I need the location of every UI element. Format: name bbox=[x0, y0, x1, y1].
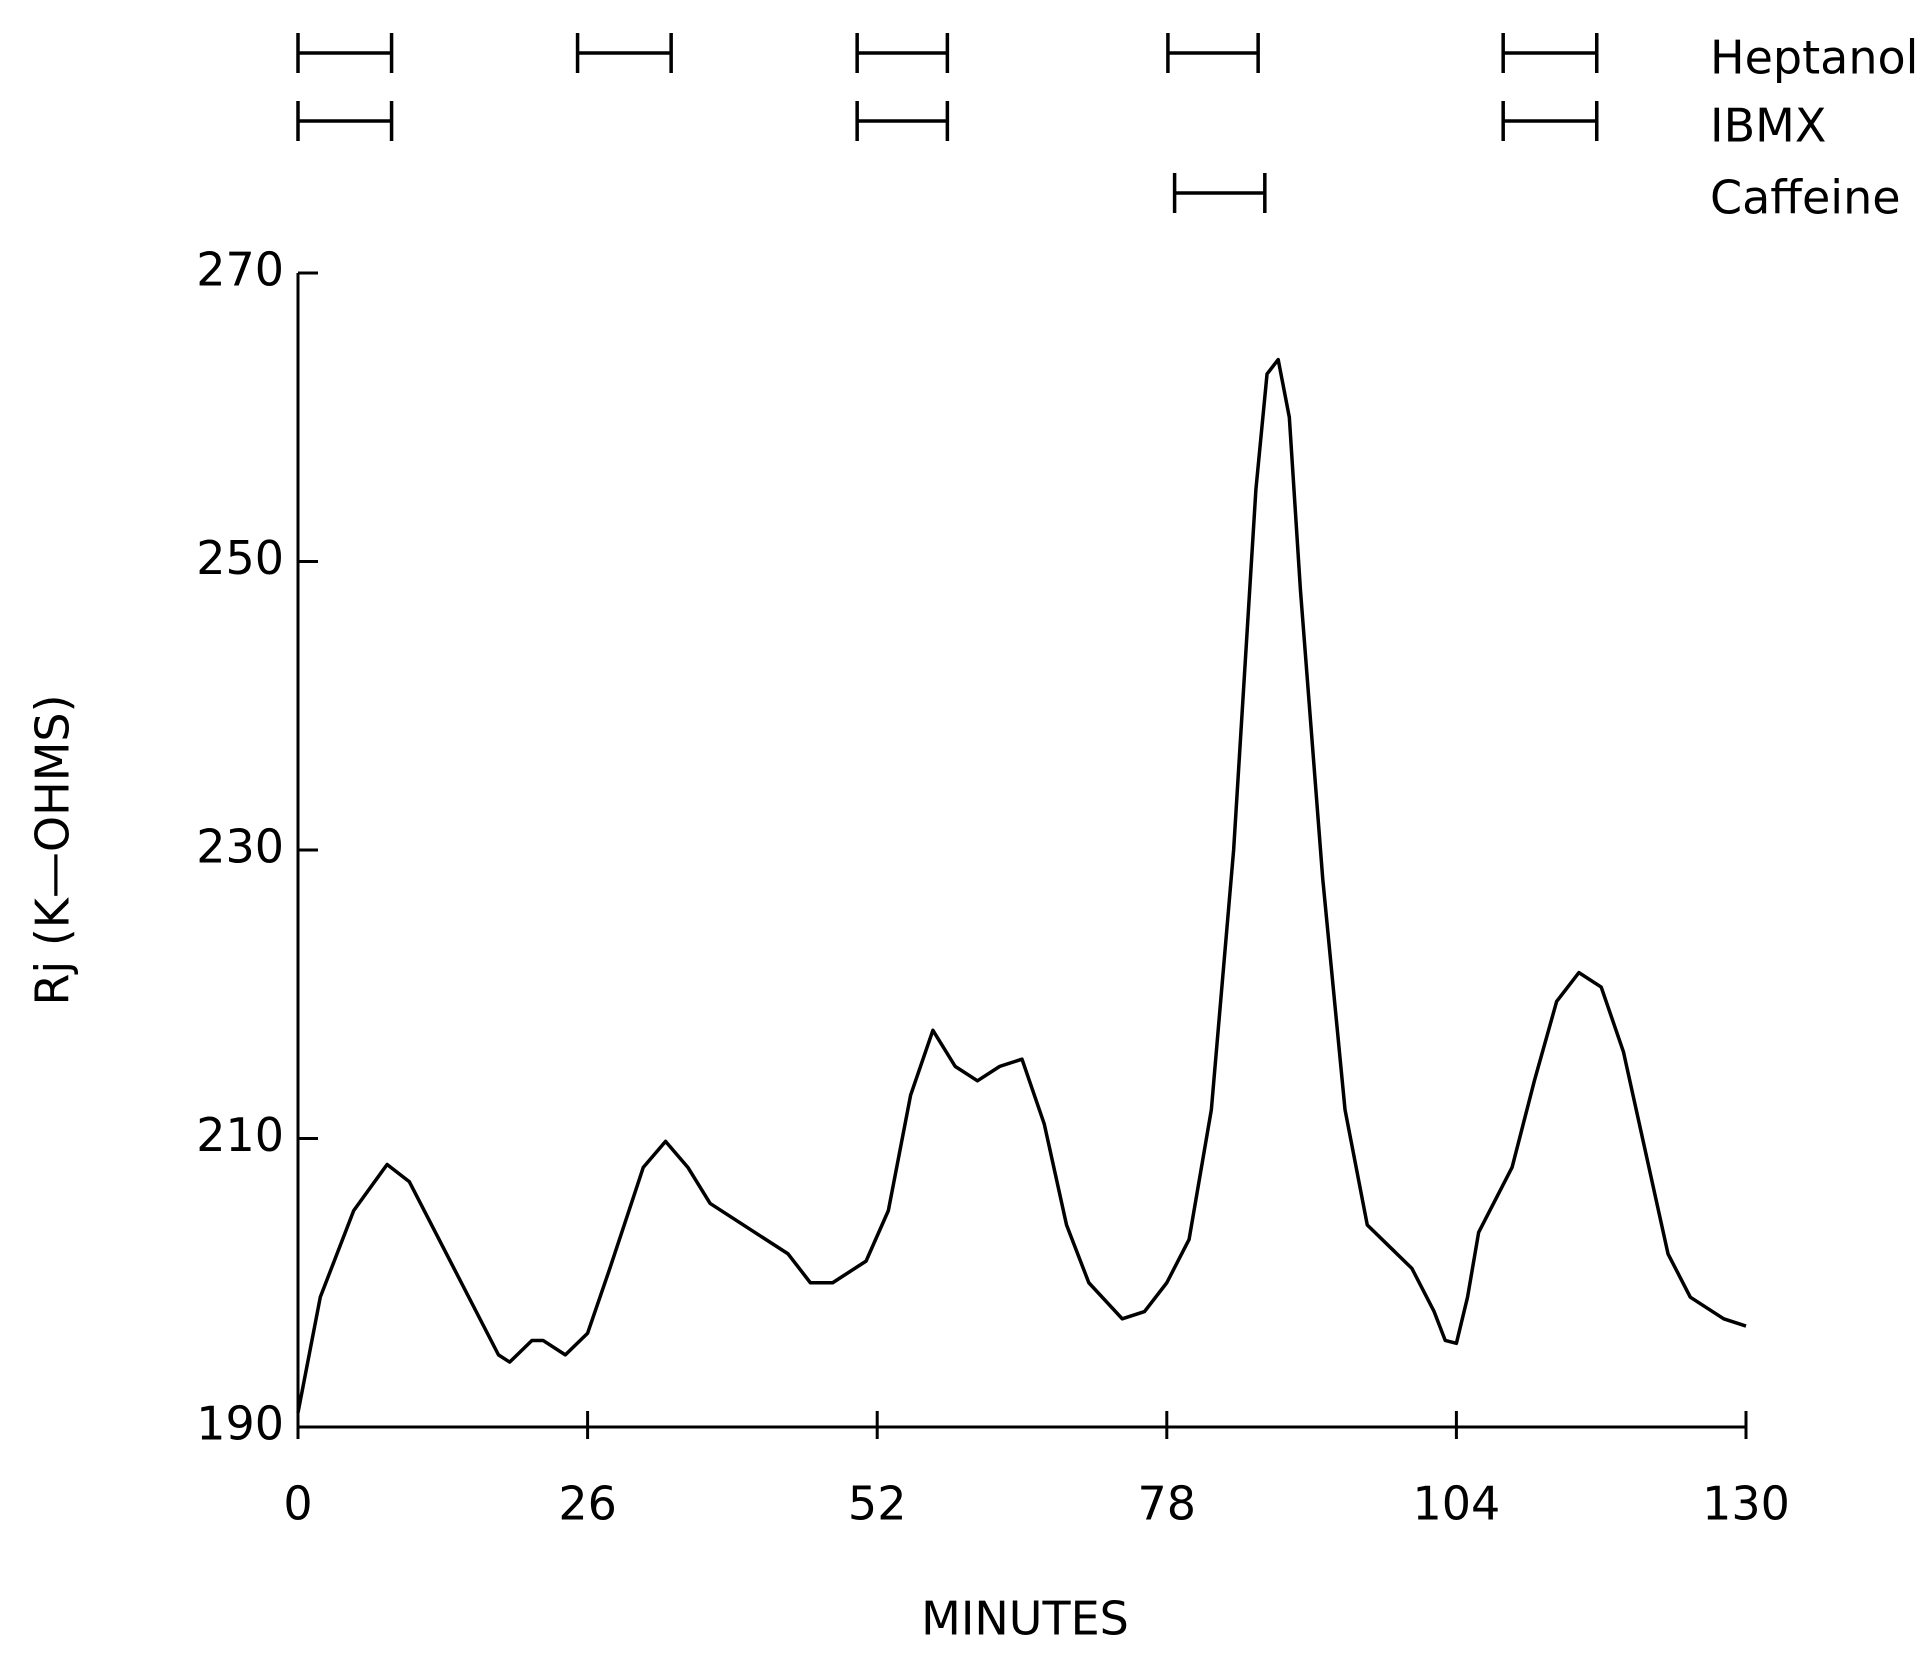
x-tick-label: 104 bbox=[1412, 1477, 1500, 1531]
treatment-bar bbox=[575, 33, 673, 73]
y-axis-label: Rj (K—OHMS) bbox=[26, 694, 80, 1005]
treatment-label: IBMX bbox=[1710, 99, 1826, 153]
y-tick-label: 210 bbox=[196, 1108, 284, 1162]
y-tick-label: 270 bbox=[196, 243, 284, 297]
x-tick-label: 26 bbox=[558, 1477, 617, 1531]
treatment-bar bbox=[1166, 33, 1260, 73]
treatment-bar bbox=[296, 33, 394, 73]
x-tick-label: 130 bbox=[1702, 1477, 1790, 1531]
data-line bbox=[296, 357, 1747, 1413]
treatment-bar bbox=[296, 101, 394, 141]
y-tick-label: 250 bbox=[196, 531, 284, 585]
treatment-bar bbox=[1501, 33, 1599, 73]
treatment-bar bbox=[855, 33, 950, 73]
x-axis-label: MINUTES bbox=[921, 1592, 1129, 1646]
x-tick-label: 52 bbox=[848, 1477, 907, 1531]
treatment-bar bbox=[855, 101, 950, 141]
treatment-label: Caffeine bbox=[1710, 171, 1901, 225]
treatment-label: Heptanol bbox=[1710, 31, 1918, 85]
x-tick-label: 78 bbox=[1138, 1477, 1197, 1531]
treatment-bar bbox=[1172, 173, 1267, 213]
y-tick-label: 190 bbox=[196, 1397, 284, 1451]
y-tick-label: 230 bbox=[196, 820, 284, 874]
treatment-bar bbox=[1501, 101, 1599, 141]
x-tick-label: 0 bbox=[283, 1477, 312, 1531]
